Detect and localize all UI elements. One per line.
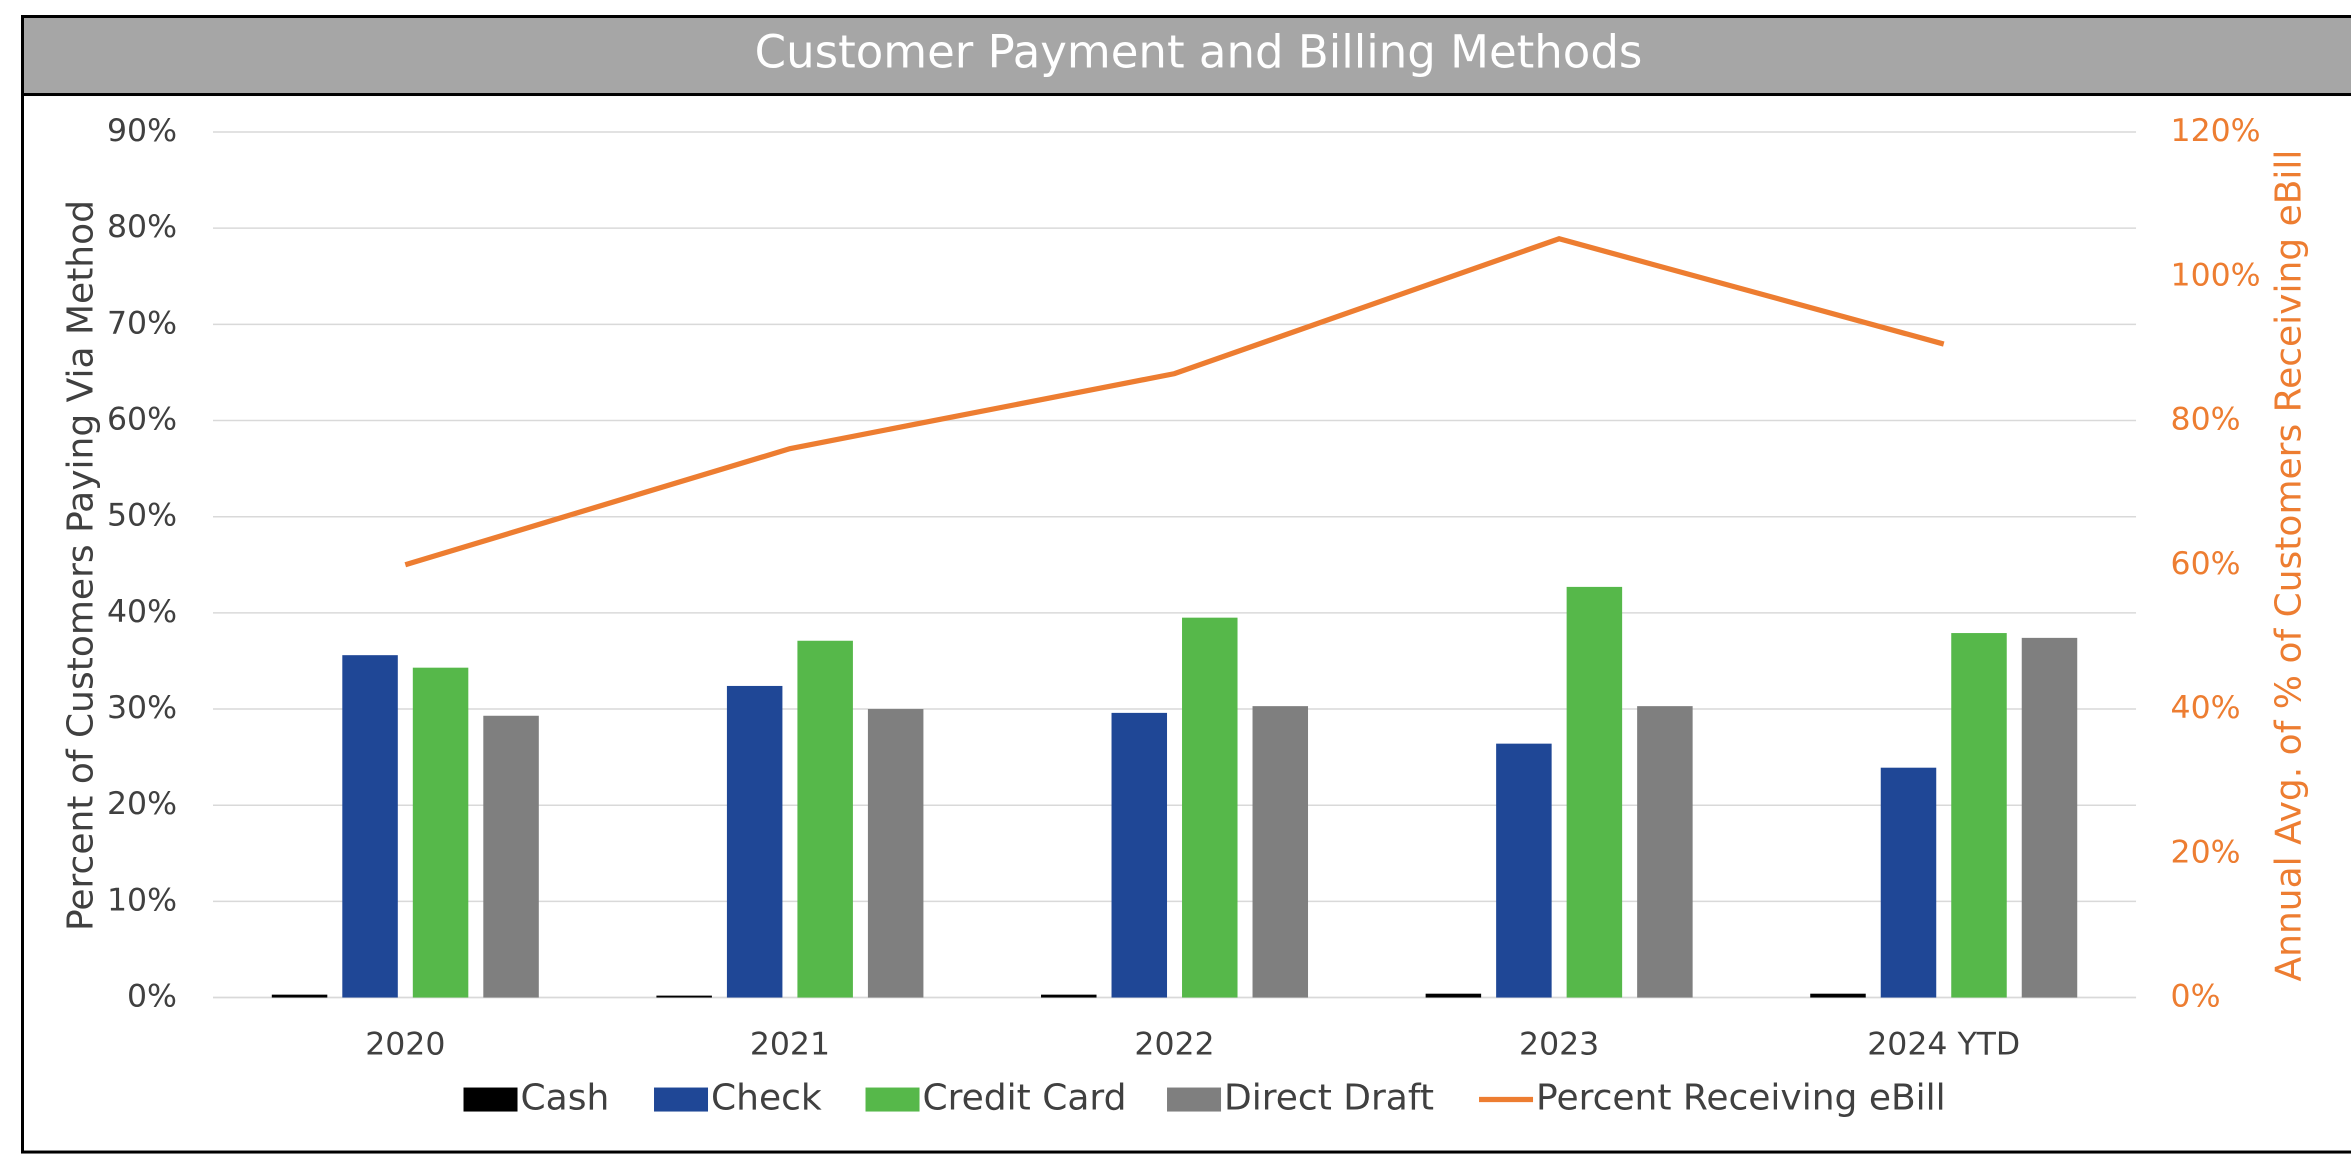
- y2-tick-label: 20%: [2171, 834, 2241, 870]
- y-axis-label: Percent of Customers Paying Via Method: [61, 200, 102, 931]
- bar: [1951, 633, 2007, 998]
- bar: [271, 994, 328, 998]
- line-series: [404, 236, 1945, 568]
- bar: [483, 715, 539, 998]
- y2-tick-label: 40%: [2171, 690, 2241, 726]
- bar: [867, 709, 924, 998]
- y-tick-label: 30%: [107, 690, 177, 726]
- x-tick-label: 2020: [365, 1027, 445, 1063]
- bar: [1041, 994, 1097, 998]
- legend-swatch: [463, 1087, 518, 1112]
- x-tick-label: 2022: [1134, 1027, 1214, 1063]
- bar: [1496, 743, 1552, 998]
- y-tick-label: 0%: [127, 979, 177, 1015]
- plot: 0% 10% 20% 30% 40% 50% 60% 70% 80% 90% 0% 20% 40% 60%…: [107, 113, 2261, 1119]
- bar: [1425, 993, 1482, 998]
- title-bar: [21, 15, 2351, 97]
- x-tick-label: 2024 YTD: [1867, 1027, 2020, 1063]
- y-tick-label: 10%: [107, 882, 177, 918]
- bar: [1810, 993, 1866, 998]
- legend-swatch: [1167, 1087, 1222, 1112]
- bar: [1252, 706, 1309, 998]
- bar: [1111, 712, 1168, 998]
- bar: [1566, 586, 1623, 998]
- bar: [1637, 706, 1693, 998]
- legend-label: Cash: [521, 1078, 610, 1119]
- legend-swatch: [654, 1087, 709, 1112]
- legend-label: Percent Receiving eBill: [1536, 1078, 1946, 1119]
- x-tick-label: 2021: [750, 1027, 830, 1063]
- legend-label: Check: [711, 1078, 822, 1119]
- y2-tick-label: 80%: [2171, 402, 2241, 438]
- y2-axis-label: Annual Avg. of % of Customers Receiving …: [2269, 150, 2310, 982]
- bar: [412, 667, 469, 998]
- y-tick-label: 60%: [107, 402, 177, 438]
- legend-label: Credit Card: [923, 1078, 1127, 1119]
- y2-tick-label: 120%: [2171, 113, 2261, 149]
- legend-swatch: [865, 1087, 920, 1112]
- x-tick-label: 2023: [1519, 1027, 1599, 1063]
- y2-tick-label: 60%: [2171, 546, 2241, 582]
- chart-title: Customer Payment and Billing Methods: [755, 26, 1643, 79]
- bar: [2021, 637, 2078, 998]
- bar: [726, 685, 783, 998]
- y-tick-label: 90%: [107, 113, 177, 149]
- y-tick-label: 70%: [107, 305, 177, 341]
- y-tick-label: 40%: [107, 594, 177, 630]
- legend-label: Direct Draft: [1224, 1078, 1434, 1119]
- y-tick-label: 50%: [107, 498, 177, 534]
- bar: [656, 995, 712, 998]
- y2-tick-label: 0%: [2171, 979, 2221, 1015]
- y2-tick-label: 100%: [2171, 257, 2261, 293]
- bar: [1880, 767, 1937, 998]
- y-tick-label: 80%: [107, 209, 177, 245]
- bar: [797, 640, 853, 998]
- bar: [1182, 617, 1238, 998]
- bar: [342, 655, 398, 998]
- y-tick-label: 20%: [107, 786, 177, 822]
